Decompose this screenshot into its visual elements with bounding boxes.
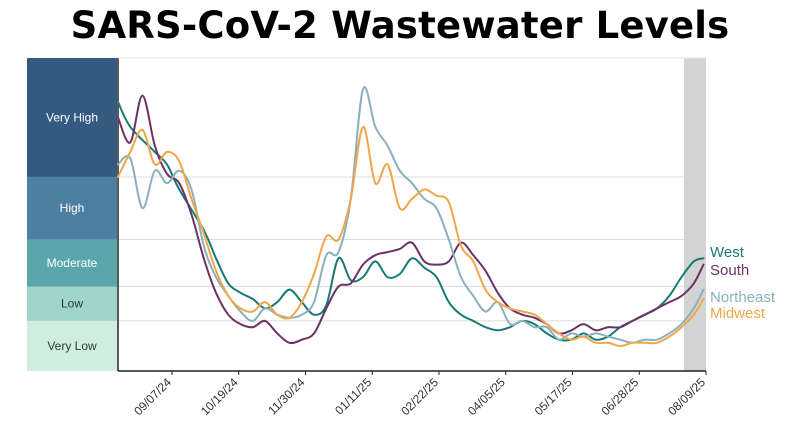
x-tick-label: 06/28/25 (598, 375, 641, 418)
series-line-west (117, 100, 705, 342)
level-label-very-high: Very High (46, 110, 98, 124)
x-tick-label: 05/17/25 (532, 375, 575, 418)
x-tick-label: 10/19/24 (198, 375, 241, 418)
level-band-moderate (27, 239, 117, 287)
x-tick-label: 04/05/25 (465, 375, 508, 418)
level-band-very-high (27, 58, 117, 177)
level-label-low: Low (61, 297, 83, 311)
x-tick-label: 09/07/24 (131, 375, 174, 418)
series-label-south: South (710, 262, 749, 279)
series-line-south (117, 94, 705, 345)
level-bands: Very High High Moderate Low Very Low (27, 58, 117, 371)
series-lines (117, 86, 705, 347)
x-tick-label: 11/30/24 (265, 375, 308, 418)
series-line-northeast (117, 86, 705, 344)
axes (117, 57, 706, 372)
x-tick-label: 08/09/25 (665, 375, 708, 418)
grid-lines (118, 176, 706, 322)
level-band-high (27, 176, 117, 240)
level-band-very-low (27, 320, 117, 371)
series-label-northeast: Northeast (710, 289, 776, 306)
series-label-west: West (710, 244, 745, 261)
recent-period-shade (684, 58, 706, 371)
series-line-midwest (117, 125, 705, 347)
x-tick-label: 01/11/25 (332, 375, 375, 418)
series-label-midwest: Midwest (710, 305, 766, 322)
chart-title: SARS-CoV-2 Wastewater Levels (70, 4, 730, 47)
level-band-low (27, 286, 117, 321)
level-label-moderate: Moderate (47, 256, 98, 270)
level-label-very-low: Very Low (47, 339, 97, 353)
x-tick-labels: 09/07/24 10/19/24 11/30/24 01/11/25 02/22/25… (131, 371, 708, 418)
x-tick-label: 02/22/25 (398, 375, 441, 418)
level-label-high: High (60, 201, 85, 215)
